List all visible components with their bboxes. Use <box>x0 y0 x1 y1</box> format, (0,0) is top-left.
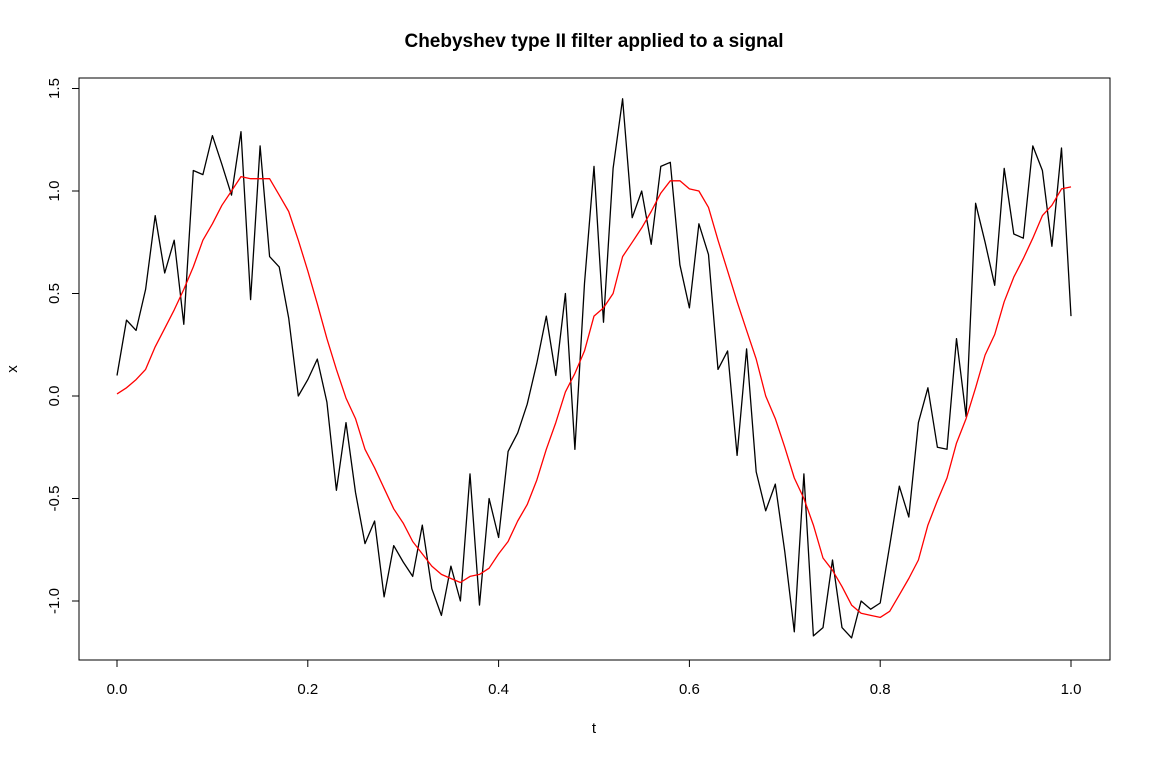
x-tick-label: 1.0 <box>1061 681 1082 698</box>
x-tick-label: 0.6 <box>679 681 700 698</box>
x-axis: 0.0 0.2 0.4 0.6 0.8 1.0 <box>107 659 1082 698</box>
series-layer <box>116 98 1072 639</box>
chart-title: Chebyshev type II filter applied to a si… <box>404 31 783 52</box>
x-tick-label: 0.2 <box>297 681 318 698</box>
x-tick-label: 0.4 <box>488 681 509 698</box>
x-axis-title: t <box>592 720 597 737</box>
x-tick-label: 0.0 <box>107 681 128 698</box>
y-axis: -1.0 -0.5 0.0 0.5 1.0 1.5 <box>46 78 80 614</box>
series-line-1 <box>116 98 1072 639</box>
y-tick-label: 0.5 <box>46 283 63 304</box>
y-axis-title: x <box>4 365 21 373</box>
series-line-2 <box>116 175 1072 619</box>
y-tick-label: -1.0 <box>46 588 63 614</box>
y-tick-label: 0.0 <box>46 386 63 407</box>
y-tick-label: -0.5 <box>46 486 63 512</box>
y-tick-label: 1.5 <box>46 78 63 99</box>
x-tick-label: 0.8 <box>870 681 891 698</box>
y-tick-label: 1.0 <box>46 181 63 202</box>
plot-frame <box>78 77 1111 661</box>
